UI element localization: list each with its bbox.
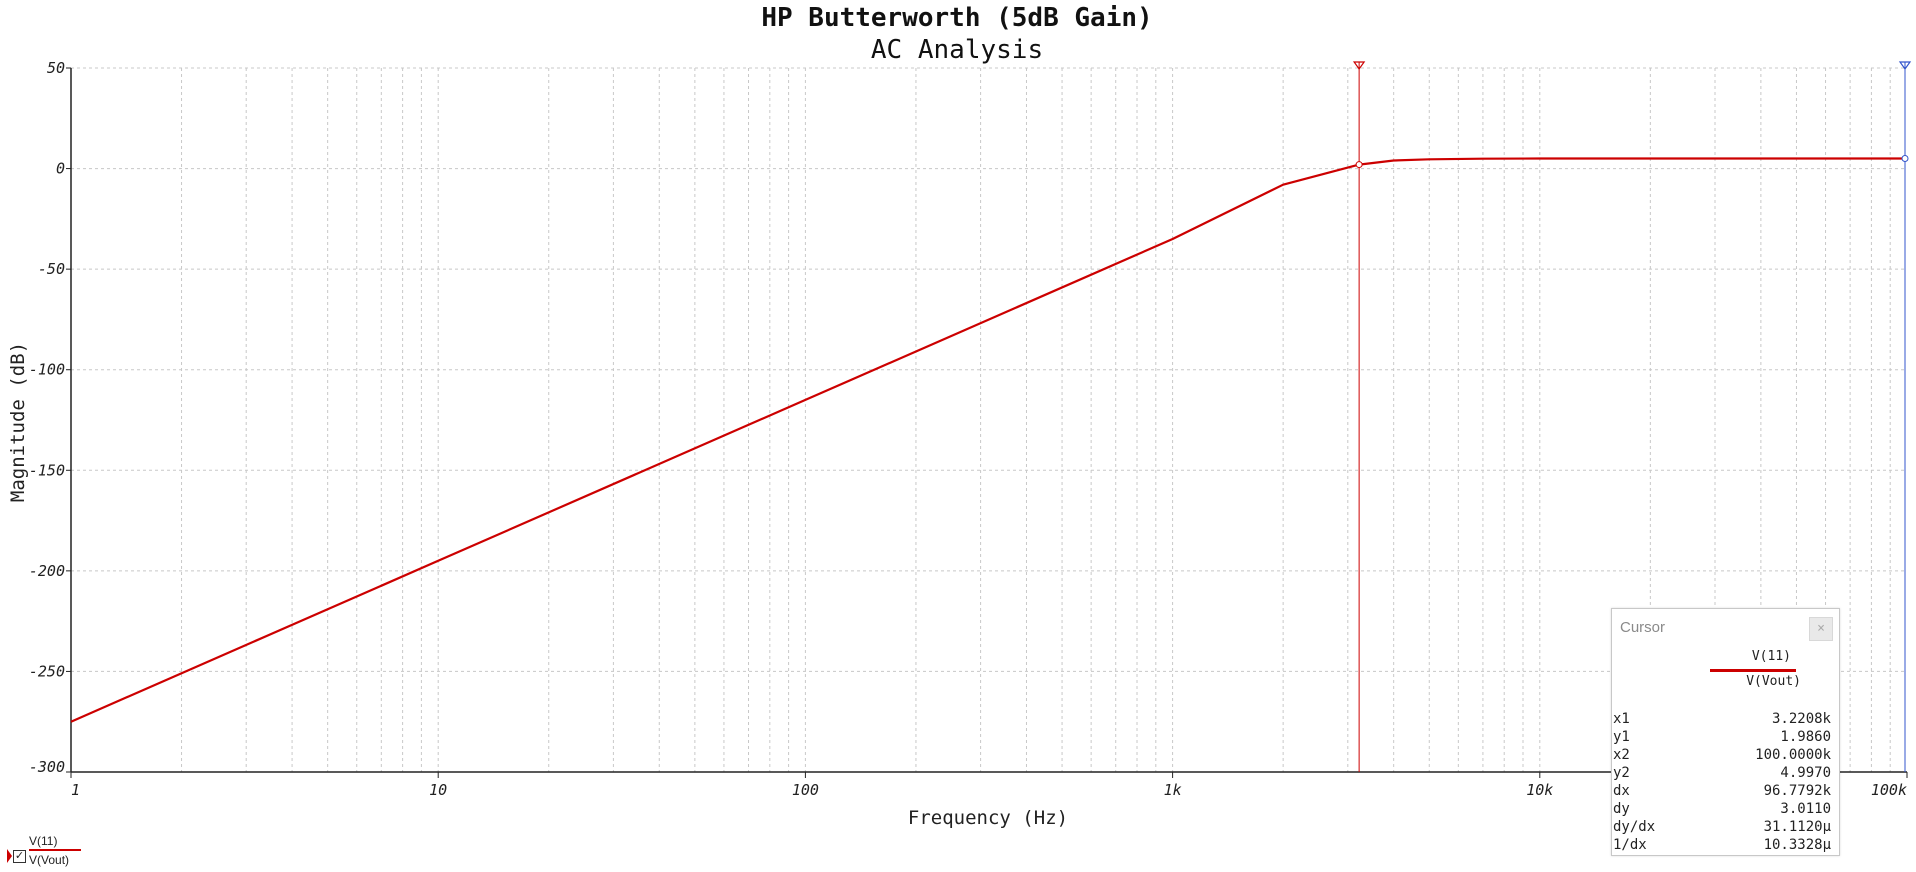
cursor-row-value: 4.9970 [1780, 765, 1831, 781]
cursor-row-value: 100.0000k [1755, 747, 1831, 763]
y-tick-label: -100 [29, 361, 65, 379]
x-tick-label: 100k [1871, 781, 1907, 799]
cursor-row: dy/dx 31.1120μ [1612, 819, 1839, 837]
cursor-row-value: 10.3328μ [1763, 837, 1831, 853]
cursor-row-key: dx [1613, 783, 1630, 799]
x-tick-label: 10 [429, 781, 447, 799]
cursor-signal-1: V(11) [1751, 649, 1791, 664]
legend-checkbox[interactable]: ✓ [13, 850, 26, 863]
cursor-row-key: x2 [1613, 747, 1630, 763]
x-tick-label: 100 [792, 781, 819, 799]
tick-labels: 1 10 100 1k 10k 100k 50 0 -50 -100 -150 -200 -250 -30… [29, 59, 1907, 799]
cursor-readout-table: x1 3.2208k y1 1.9860 x2 100.0000k y2 4.9970 … [1612, 711, 1839, 855]
legend-color-line [29, 849, 81, 851]
y-tick-label: -150 [29, 461, 65, 479]
y-tick-label: 0 [56, 160, 65, 178]
cursor-row-key: dy [1613, 801, 1630, 817]
cursor-layer[interactable] [1352, 61, 1912, 772]
legend-marker-icon [7, 849, 12, 863]
cursor-row-key: y1 [1613, 729, 1630, 745]
cursor-row-value: 31.1120μ [1763, 819, 1831, 835]
cursor-2-marker-icon [1898, 61, 1912, 71]
series-layer [70, 157, 1907, 723]
cursor-row: x2 100.0000k [1612, 747, 1839, 765]
cursor-row-key: dy/dx [1613, 819, 1656, 835]
y-tick-label: -250 [29, 662, 65, 680]
x-tick-label: 10k [1526, 781, 1553, 799]
x-axis-label: Frequency (Hz) [908, 807, 1068, 829]
x-tick-label: 1k [1164, 781, 1182, 799]
cursor-row-key: y2 [1613, 765, 1630, 781]
x-tick-label: 1 [71, 781, 80, 799]
cursor-row: dy 3.0110 [1612, 801, 1839, 819]
grid-lines [71, 67, 1907, 772]
cursor-1-marker-icon [1352, 61, 1366, 71]
cursor-row-value: 3.2208k [1771, 711, 1831, 727]
cursor-row-key: 1/dx [1613, 837, 1647, 853]
chart-subtitle: AC Analysis [871, 35, 1043, 65]
cursor-row: y2 4.9970 [1612, 765, 1839, 783]
cursor-row: 1/dx 10.3328μ [1612, 837, 1839, 855]
cursor-panel-title: Cursor [1620, 619, 1666, 636]
y-tick-label: 50 [47, 59, 65, 77]
cursor-2-point [1901, 155, 1909, 163]
cursor-row-value: 3.0110 [1780, 801, 1831, 817]
cursor-signal-color-line [1710, 669, 1796, 672]
y-axis-label: Magnitude (dB) [7, 342, 29, 502]
cursor-row-value: 1.9860 [1780, 729, 1831, 745]
plot-axes [66, 67, 1908, 778]
cursor-row-value: 96.7792k [1763, 783, 1831, 799]
legend[interactable]: ✓ V(11) V(Vout) [0, 832, 120, 872]
cursor-1-point [1355, 161, 1363, 169]
cursor-panel[interactable]: Cursor × V(11) V(Vout) x1 3.2208k y1 1.986… [1611, 608, 1840, 856]
chart-title: HP Butterworth (5dB Gain) [761, 3, 1152, 33]
cursor-row-key: x1 [1613, 711, 1630, 727]
y-tick-label: -50 [38, 260, 65, 278]
y-tick-label: -200 [29, 562, 65, 580]
legend-signal-1: V(11) [29, 834, 58, 848]
series-line-v-vout- [70, 157, 1907, 723]
close-icon[interactable]: × [1809, 617, 1833, 641]
cursor-row: dx 96.7792k [1612, 783, 1839, 801]
y-tick-label: -300 [29, 758, 65, 776]
cursor-signal-2: V(Vout) [1746, 674, 1801, 689]
legend-signal-2: V(Vout) [29, 853, 70, 867]
cursor-row: y1 1.9860 [1612, 729, 1839, 747]
cursor-row: x1 3.2208k [1612, 711, 1839, 729]
